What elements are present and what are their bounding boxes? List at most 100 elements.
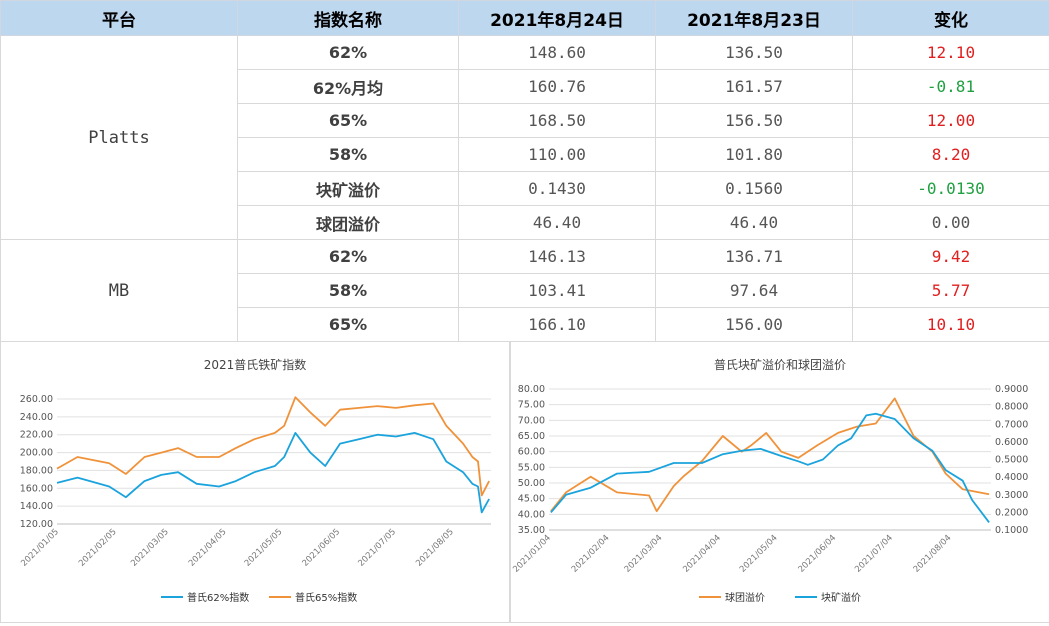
legend-label-62: 普氏62%指数 xyxy=(187,591,249,604)
value-date-1: 160.76 xyxy=(459,70,656,104)
y-tick-label: 80.00 xyxy=(518,384,545,395)
value-date-1: 168.50 xyxy=(459,104,656,138)
value-date-2: 136.71 xyxy=(656,240,853,274)
value-date-1: 46.40 xyxy=(459,206,656,240)
series-line-1 xyxy=(551,414,989,523)
platform-cell: MB xyxy=(1,240,238,342)
y-tick-label: 120.00 xyxy=(20,519,53,530)
y-tick-label: 240.00 xyxy=(20,412,53,423)
y-right-tick-label: 0.8000 xyxy=(995,402,1028,413)
value-date-2: 101.80 xyxy=(656,138,853,172)
header-index-name: 指数名称 xyxy=(238,1,459,36)
iron-ore-index-chart-svg: 2021普氏铁矿指数 120.00 140.00 160.00 180.00 200.0… xyxy=(1,342,509,622)
x-tick-label: 2021/05/04 xyxy=(738,533,780,575)
chart-title: 2021普氏铁矿指数 xyxy=(204,357,307,372)
value-date-2: 156.00 xyxy=(656,308,853,342)
change-cell: 0.00 xyxy=(853,206,1049,240)
x-tick-label: 2021/04/05 xyxy=(187,527,229,569)
y-tick-label: 35.00 xyxy=(518,525,545,536)
chart-legend: 普氏62%指数 普氏65%指数 xyxy=(161,591,357,604)
index-name-cell: 58% xyxy=(238,274,459,308)
value-date-1: 166.10 xyxy=(459,308,656,342)
index-name-cell: 62% xyxy=(238,36,459,70)
y-right-tick-label: 0.4000 xyxy=(995,472,1028,483)
change-cell: 9.42 xyxy=(853,240,1049,274)
header-date-1: 2021年8月24日 xyxy=(459,1,656,36)
x-tick-label: 2021/05/05 xyxy=(243,527,285,569)
header-change: 变化 xyxy=(853,1,1049,36)
legend-label-lump: 块矿溢价 xyxy=(821,591,861,604)
y-tick-label: 60.00 xyxy=(518,447,545,458)
y-right-tick-label: 0.3000 xyxy=(995,490,1028,501)
legend-label-65: 普氏65%指数 xyxy=(295,591,357,604)
value-date-2: 136.50 xyxy=(656,36,853,70)
change-cell: -0.0130 xyxy=(853,172,1049,206)
series-line-0 xyxy=(551,398,989,511)
change-cell: 5.77 xyxy=(853,274,1049,308)
premium-chart-svg: 普氏块矿溢价和球团溢价 35.00 40.00 45.00 50.00 55.00 60.… xyxy=(511,342,1049,622)
index-name-cell: 65% xyxy=(238,104,459,138)
y-tick-label: 55.00 xyxy=(518,462,545,473)
index-name-cell: 65% xyxy=(238,308,459,342)
index-name-cell: 块矿溢价 xyxy=(238,172,459,206)
x-tick-label: 2021/06/04 xyxy=(797,533,839,575)
y-tick-label: 140.00 xyxy=(20,501,53,512)
header-date-2: 2021年8月23日 xyxy=(656,1,853,36)
x-tick-label: 2021/08/04 xyxy=(912,533,954,575)
y-tick-label: 220.00 xyxy=(20,430,53,441)
legend-label-pellet: 球团溢价 xyxy=(725,591,765,604)
y-tick-label: 45.00 xyxy=(518,494,545,505)
value-date-2: 161.57 xyxy=(656,70,853,104)
value-date-2: 156.50 xyxy=(656,104,853,138)
table-row: MB 62% 146.13 136.71 9.42 xyxy=(1,240,1049,274)
y-right-tick-label: 0.7000 xyxy=(995,419,1028,430)
header-platform: 平台 xyxy=(1,1,238,36)
y-right-tick-label: 0.1000 xyxy=(995,525,1028,536)
y-tick-label: 200.00 xyxy=(20,448,53,459)
x-tick-label: 2021/06/05 xyxy=(301,527,343,569)
price-table: 平台 指数名称 2021年8月24日 2021年8月23日 变化 Platts … xyxy=(0,0,1049,342)
x-tick-label: 2021/01/04 xyxy=(511,533,553,575)
index-name-cell: 球团溢价 xyxy=(238,206,459,240)
value-date-1: 110.00 xyxy=(459,138,656,172)
y-tick-label: 260.00 xyxy=(20,394,53,405)
table-row: Platts 62% 148.60 136.50 12.10 xyxy=(1,36,1049,70)
chart-legend: 球团溢价 块矿溢价 xyxy=(699,591,861,604)
index-name-cell: 62% xyxy=(238,240,459,274)
x-tick-label: 2021/02/05 xyxy=(77,527,119,569)
y-right-tick-label: 0.9000 xyxy=(995,384,1028,395)
value-date-2: 97.64 xyxy=(656,274,853,308)
table-header-row: 平台 指数名称 2021年8月24日 2021年8月23日 变化 xyxy=(1,1,1049,36)
x-tick-label: 2021/03/05 xyxy=(129,527,171,569)
x-tick-label: 2021/03/04 xyxy=(623,533,665,575)
y-tick-label: 40.00 xyxy=(518,509,545,520)
x-tick-label: 2021/01/05 xyxy=(19,527,61,569)
value-date-1: 148.60 xyxy=(459,36,656,70)
y-tick-label: 65.00 xyxy=(518,431,545,442)
x-tick-label: 2021/07/04 xyxy=(853,533,895,575)
y-right-tick-label: 0.5000 xyxy=(995,455,1028,466)
index-name-cell: 62%月均 xyxy=(238,70,459,104)
change-cell: 12.00 xyxy=(853,104,1049,138)
change-cell: 12.10 xyxy=(853,36,1049,70)
value-date-2: 0.1560 xyxy=(656,172,853,206)
series-line-1 xyxy=(57,397,489,495)
y-tick-label: 75.00 xyxy=(518,400,545,411)
y-tick-label: 50.00 xyxy=(518,478,545,489)
platform-cell: Platts xyxy=(1,36,238,240)
y-tick-label: 180.00 xyxy=(20,465,53,476)
value-date-1: 146.13 xyxy=(459,240,656,274)
change-cell: -0.81 xyxy=(853,70,1049,104)
series-line-0 xyxy=(57,433,489,513)
value-date-1: 0.1430 xyxy=(459,172,656,206)
value-date-2: 46.40 xyxy=(656,206,853,240)
x-tick-label: 2021/08/05 xyxy=(414,527,456,569)
y-tick-label: 70.00 xyxy=(518,415,545,426)
x-tick-label: 2021/07/05 xyxy=(356,527,398,569)
x-tick-label: 2021/04/04 xyxy=(681,533,723,575)
y-tick-label: 160.00 xyxy=(20,483,53,494)
x-tick-label: 2021/02/04 xyxy=(570,533,612,575)
y-right-tick-label: 0.2000 xyxy=(995,507,1028,518)
chart-title: 普氏块矿溢价和球团溢价 xyxy=(714,358,846,372)
iron-ore-index-chart: 2021普氏铁矿指数 120.00 140.00 160.00 180.00 200.0… xyxy=(0,341,510,623)
